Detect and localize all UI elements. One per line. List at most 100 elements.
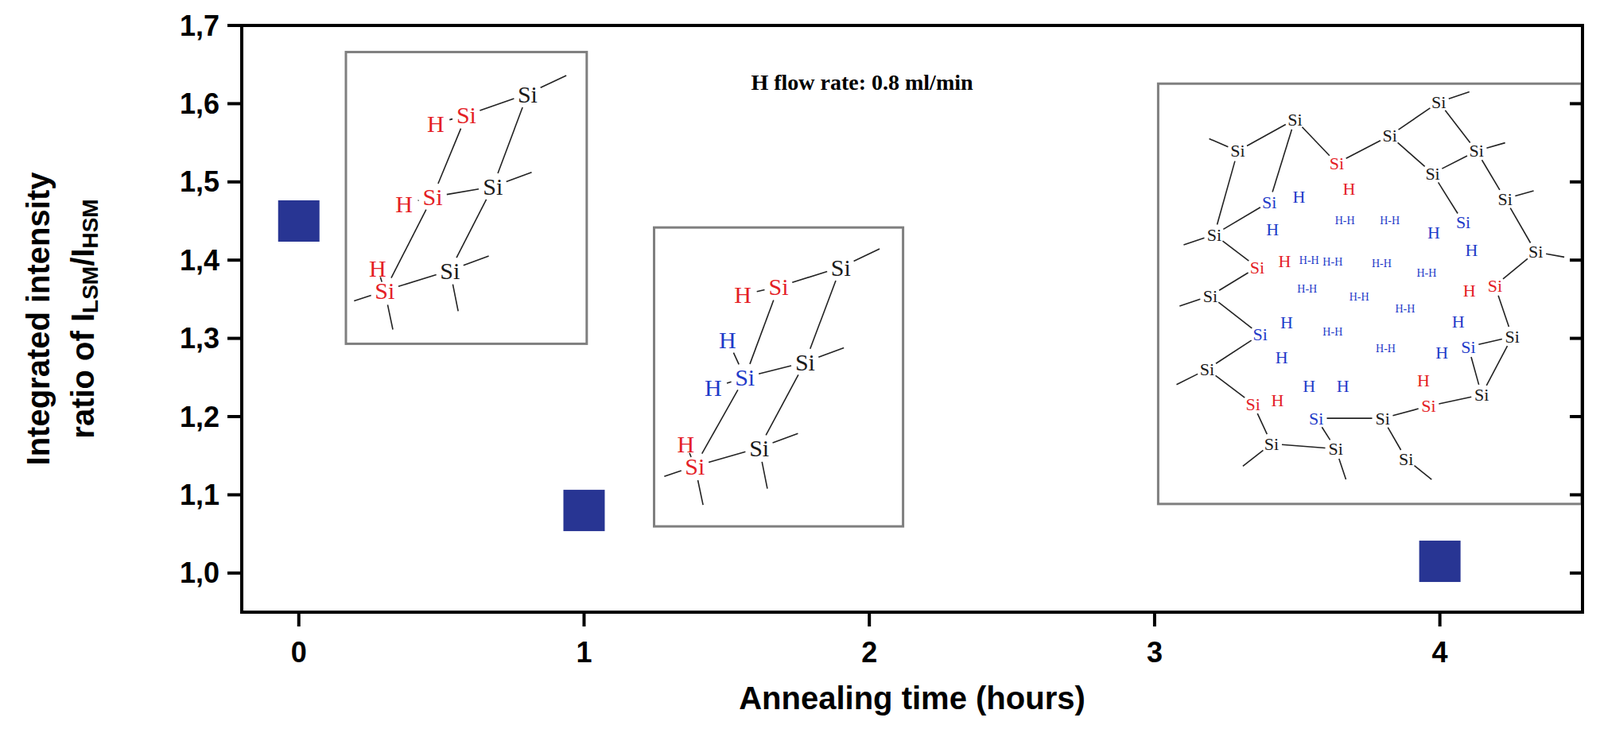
y-tick [227,493,242,497]
bond [1398,108,1431,130]
atom-label: H [1464,240,1478,261]
data-point [1419,540,1461,583]
bond [1392,408,1418,416]
atom-label: H [1427,222,1441,243]
bond [1218,302,1252,329]
atom-label: H-H [1379,214,1400,227]
bond [387,304,393,330]
atom-label: Si [1425,163,1440,184]
y-tick-label: 1,7 [179,9,220,43]
x-tick-label: 2 [861,636,878,669]
atom-label: Si [1253,324,1268,345]
y-tick-right [1569,258,1583,262]
y-tick [227,180,242,184]
bond [1301,127,1329,156]
bond [456,199,486,258]
bond [540,75,567,88]
atom-label: Si [1474,384,1489,405]
bond [664,470,681,477]
bond [1281,444,1326,448]
atom-label: Si [439,257,460,284]
data-point [278,200,320,242]
chart-title: H flow rate: 0.8 ml/min [750,69,974,95]
atom-label: H [368,255,387,282]
x-tick-label: 1 [575,636,592,669]
bond [497,107,523,174]
bond [1438,182,1459,214]
atom-label: H [1417,370,1430,391]
atom-label: H [1435,342,1449,363]
bond [698,480,704,505]
atom-label: Si [1497,189,1512,210]
atom-label: Si [1469,140,1484,161]
atom-label: Si [1207,225,1222,245]
inset-frame [345,51,587,344]
bond [449,118,453,121]
atom-label: H [676,431,695,458]
x-tick-label: 4 [1432,636,1449,669]
atom-label: H-H [1349,291,1370,303]
y-axis-title-line: Integrated intensity [20,171,56,467]
bond [757,290,766,292]
y-tick-label: 1,1 [179,478,220,512]
bond [353,295,371,301]
bond [1215,375,1246,398]
inset-frame [1157,83,1582,505]
bond [733,353,739,366]
bond [418,199,420,202]
x-tick [1153,612,1157,627]
plot-frame [241,25,1583,613]
atom-label: Si [456,101,477,129]
bond [1514,190,1534,197]
bond [1339,458,1347,480]
atom-label: Si [1250,257,1265,278]
atom-label: Si [1456,212,1471,233]
atom-label: Si [1287,109,1302,130]
x-tick [582,612,586,627]
atom-label: H [1271,390,1285,411]
bond [479,98,514,111]
y-tick-label: 1,5 [179,165,220,199]
atom-label: H [395,190,413,218]
inset-diagram: SiSiHSiSiHSiSiH [345,51,587,344]
x-tick [1438,612,1442,627]
bond [438,128,462,184]
bond [761,462,768,490]
markers [278,200,1461,583]
bond [1223,207,1261,230]
bond [1219,272,1248,291]
bond [463,256,490,266]
bond [765,374,799,435]
atom-label: Si [795,349,816,376]
atom-label: H [1302,376,1316,397]
atom-label: Si [684,453,705,480]
chart: SiSiHSiSiHSiSiHSiSiHSiSiHHSiSiHSiSiSiSiS… [0,0,1600,733]
bond [1346,140,1381,159]
bond [1246,124,1286,147]
atom-label: Si [1328,438,1343,459]
y-tick-right [1569,23,1583,28]
bond [398,274,437,287]
inset-diagram: SiSiHSiSiHHSiSiH [654,227,904,527]
x-axis-title: Annealing time (hours) [738,680,1086,716]
bond [506,172,533,183]
atom-label: H [1280,312,1294,333]
bond [1478,338,1502,345]
atom-label: H [1275,347,1289,368]
bond [758,365,792,374]
bond [772,433,799,443]
y-tick [227,337,242,341]
y-tick-label: 1,6 [179,87,220,121]
atom-label: H-H [1371,257,1392,270]
bond [749,299,774,364]
bond [726,381,732,384]
bond [1510,208,1531,244]
bond [1215,340,1252,364]
bond [1209,139,1229,148]
atom-label: Si [1375,408,1391,429]
y-tick-label: 1,0 [179,556,220,590]
bond [708,451,746,463]
atom-label: Si [1246,394,1261,415]
atom-label: H [1278,251,1292,272]
y-tick-label: 1,4 [179,244,220,277]
